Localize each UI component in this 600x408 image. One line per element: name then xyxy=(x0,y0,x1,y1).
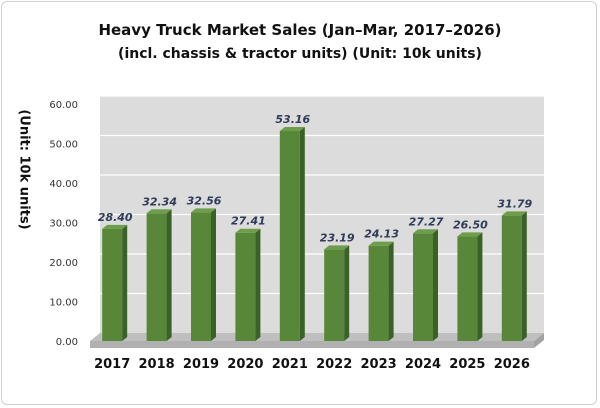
value-label: 53.16 xyxy=(275,113,310,126)
bar-2021 xyxy=(279,127,305,341)
gridline-left xyxy=(89,214,101,223)
value-label: 28.40 xyxy=(98,211,133,224)
y-tick-label: 50.00 xyxy=(49,140,78,151)
value-label: 32.56 xyxy=(187,194,222,207)
value-label: 27.27 xyxy=(409,215,444,228)
bar-front xyxy=(235,232,256,341)
value-label: 32.34 xyxy=(142,195,177,208)
bar-side xyxy=(388,241,394,341)
bar-side xyxy=(299,127,305,341)
bar-top xyxy=(324,245,350,250)
bar-front xyxy=(324,249,345,341)
bar-front xyxy=(501,215,522,341)
x-tick-label: 2024 xyxy=(405,357,441,372)
value-labels: 28.40 32.34 32.56 27.41 53.16 23.19 24.13 27.27… xyxy=(98,113,533,244)
plot-floor-front xyxy=(90,341,534,348)
bar-side xyxy=(521,211,527,341)
bar-front xyxy=(279,131,300,341)
bar-2018 xyxy=(146,209,172,341)
x-tick-label: 2025 xyxy=(449,357,485,372)
y-tick-label: 10.00 xyxy=(49,298,78,309)
bar-front xyxy=(368,245,389,341)
x-tick-label: 2018 xyxy=(139,357,175,372)
bar-top xyxy=(368,241,394,246)
x-tick-label: 2019 xyxy=(183,357,219,372)
bar-top xyxy=(146,209,172,214)
bar-2017 xyxy=(102,224,128,341)
y-tick-label: 60.00 xyxy=(49,100,78,111)
bar-side xyxy=(166,209,172,341)
bar-2023 xyxy=(368,241,394,341)
gridline-left xyxy=(89,174,101,184)
bar-top xyxy=(191,208,216,213)
y-axis-ticks: 0.00 10.00 20.00 30.00 40.00 50.00 60.00 xyxy=(49,100,78,348)
bar-2026 xyxy=(501,211,527,341)
x-tick-label: 2023 xyxy=(361,357,397,372)
bar-2020 xyxy=(235,228,261,341)
gridline-left xyxy=(89,95,101,105)
bar-top xyxy=(413,229,438,234)
gridline-left xyxy=(89,293,101,302)
x-tick-label: 2021 xyxy=(272,357,308,372)
bar-top xyxy=(279,127,305,132)
value-label: 23.19 xyxy=(320,231,355,244)
bar-2025 xyxy=(457,232,483,341)
y-tick-label: 30.00 xyxy=(49,219,78,230)
value-label: 24.13 xyxy=(364,228,399,241)
y-tick-label: 40.00 xyxy=(49,179,78,190)
value-label: 31.79 xyxy=(497,197,532,210)
bar-2024 xyxy=(413,229,438,341)
plot-floor-side xyxy=(534,333,544,348)
bar-side xyxy=(122,224,128,341)
bar-front xyxy=(102,228,123,341)
chart-title: Heavy Truck Market Sales (Jan–Mar, 2017–… xyxy=(98,21,502,39)
bar-front xyxy=(146,213,167,341)
x-tick-label: 2020 xyxy=(227,357,263,372)
bar-side xyxy=(255,228,261,341)
bar-top xyxy=(102,224,128,229)
bar-side xyxy=(344,245,350,341)
bar-front xyxy=(413,233,433,341)
bar-side xyxy=(433,229,438,341)
bar-top xyxy=(501,211,527,216)
bar-2022 xyxy=(324,245,350,341)
y-tick-label: 0.00 xyxy=(56,337,78,348)
bar-side xyxy=(477,232,483,341)
x-tick-label: 2017 xyxy=(94,357,130,372)
x-tick-label: 2022 xyxy=(316,357,352,372)
gridline-left xyxy=(89,253,101,263)
bar-front xyxy=(191,212,211,341)
bars xyxy=(102,127,527,341)
bar-front xyxy=(457,236,478,341)
chart-subtitle: (incl. chassis & tractor units) (Unit: 1… xyxy=(118,46,482,62)
bar-top xyxy=(457,232,483,237)
x-axis-ticks: 2017 2018 2019 2020 2021 2022 2023 2024 2025 2026 xyxy=(94,357,530,372)
bar-top xyxy=(235,228,261,233)
value-label: 26.50 xyxy=(453,218,488,231)
y-tick-label: 20.00 xyxy=(49,258,78,269)
bar-2019 xyxy=(191,208,216,341)
gridline-left xyxy=(89,135,101,144)
x-tick-label: 2026 xyxy=(494,357,530,372)
bar-side xyxy=(211,208,216,341)
value-label: 27.41 xyxy=(231,215,266,228)
